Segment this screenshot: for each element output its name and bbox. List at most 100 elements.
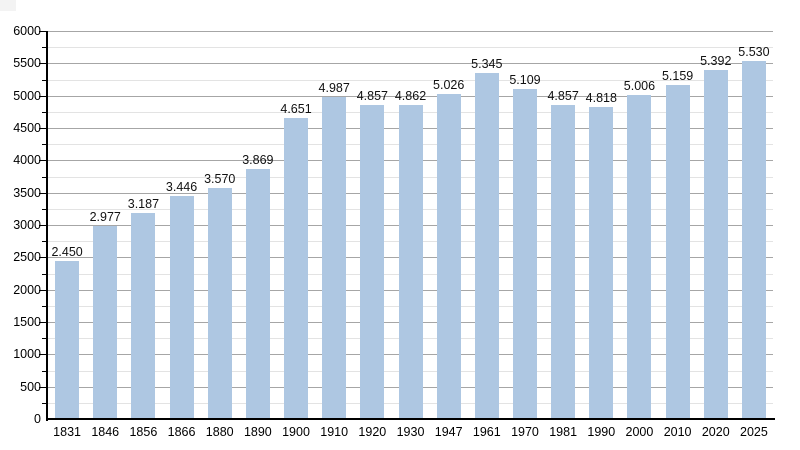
bar-value-label: 4.862 [394, 88, 427, 103]
y-tick-label: 5500 [13, 56, 41, 71]
bar [360, 104, 385, 419]
y-major-tick [39, 31, 46, 32]
y-major-tick [39, 225, 46, 226]
y-minor-tick [42, 176, 46, 178]
bar [245, 168, 270, 419]
y-tick-label: 5000 [13, 88, 41, 103]
y-minor-tick [42, 111, 46, 113]
y-tick-label: 2000 [13, 282, 41, 297]
bar [741, 61, 766, 419]
y-tick-label: 1500 [13, 315, 41, 329]
bar-value-label: 3.446 [165, 180, 198, 195]
y-tick-label: 500 [20, 379, 41, 394]
y-minor-tick [42, 144, 46, 146]
x-tick-label: 1900 [282, 425, 310, 439]
bar [703, 70, 728, 419]
y-minor-tick [42, 338, 46, 340]
y-major-tick [39, 160, 46, 162]
y-minor-tick [42, 47, 46, 49]
y-major-tick [39, 322, 46, 323]
x-tick-label: 2020 [701, 425, 730, 439]
y-minor-tick [42, 273, 46, 275]
bar [551, 104, 576, 419]
x-tick-label: 1970 [511, 425, 539, 439]
bar-value-label: 5.392 [700, 54, 732, 69]
bar [322, 96, 347, 419]
bar-value-label: 5.006 [623, 79, 656, 94]
bar-value-label: 4.651 [280, 102, 312, 117]
grid-line-minor [48, 47, 773, 49]
x-tick-label: 2025 [740, 425, 768, 439]
y-tick-label: 0 [34, 412, 41, 426]
bar [207, 188, 232, 419]
bar-value-label: 4.987 [318, 80, 350, 95]
bar-value-label: 3.570 [204, 172, 236, 187]
bar [93, 226, 118, 419]
bar [284, 118, 309, 419]
x-tick-label: 1930 [396, 425, 425, 439]
y-axis [46, 31, 48, 421]
x-tick-label: 1910 [320, 425, 349, 439]
bar [436, 93, 461, 419]
y-minor-tick [42, 208, 46, 210]
bar-value-label: 2.977 [89, 210, 121, 225]
bar-value-label: 5.345 [471, 57, 503, 72]
y-minor-tick [42, 79, 46, 81]
bar-value-label: 4.857 [356, 88, 388, 103]
y-major-tick [39, 128, 46, 129]
bar-value-label: 3.187 [127, 196, 160, 211]
x-tick-label: 2000 [625, 425, 654, 439]
x-tick-label: 2010 [663, 425, 692, 439]
bar-value-label: 5.530 [738, 45, 770, 60]
y-tick-label: 2500 [13, 250, 41, 265]
y-minor-tick [42, 305, 46, 307]
y-major-tick [39, 386, 46, 388]
grid-line-major [48, 63, 773, 65]
y-major-tick [39, 257, 46, 259]
bar-value-label: 3.869 [242, 152, 274, 167]
x-tick-label: 1856 [129, 425, 158, 439]
x-tick-label: 1961 [472, 425, 501, 439]
y-tick-label: 3000 [13, 218, 41, 232]
bar [474, 73, 499, 419]
x-tick-label: 1981 [549, 425, 578, 439]
bar-value-label: 5.159 [661, 69, 694, 84]
bar-value-label: 2.450 [51, 244, 83, 259]
y-major-tick [39, 63, 46, 65]
bar [55, 260, 80, 419]
bar [627, 95, 652, 419]
y-minor-tick [42, 402, 46, 404]
y-tick-label: 1000 [13, 347, 41, 362]
bar [131, 212, 156, 419]
y-major-tick [39, 192, 46, 194]
x-tick-label: 1920 [358, 425, 387, 439]
bar-value-label: 4.857 [547, 88, 579, 103]
y-tick-label: 4000 [13, 153, 41, 168]
y-major-tick [39, 354, 46, 356]
grid-line-major [48, 95, 773, 97]
x-tick-label: 1846 [91, 425, 120, 439]
x-tick-label: 1947 [434, 425, 463, 439]
y-tick-label: 4500 [13, 121, 41, 135]
grid-line-minor [48, 79, 773, 81]
y-major-tick [39, 95, 46, 97]
bar [512, 88, 537, 419]
bar-value-label: 5.026 [433, 77, 465, 92]
y-major-tick [39, 289, 46, 291]
x-tick-label: 1866 [167, 425, 196, 439]
x-tick-label: 1880 [205, 425, 234, 439]
x-tick-label: 1990 [587, 425, 616, 439]
grid-line-major [48, 31, 773, 32]
y-tick-label: 3500 [13, 185, 41, 200]
corner-artifact [0, 0, 16, 11]
x-tick-label: 1831 [53, 425, 81, 439]
bar [589, 107, 614, 419]
x-axis [46, 418, 775, 420]
bar-value-label: 4.818 [585, 91, 617, 106]
bar [398, 104, 423, 419]
bar-value-label: 5.109 [509, 72, 541, 87]
bar [665, 85, 690, 419]
y-minor-tick [42, 370, 46, 372]
y-tick-label: 6000 [13, 24, 41, 38]
